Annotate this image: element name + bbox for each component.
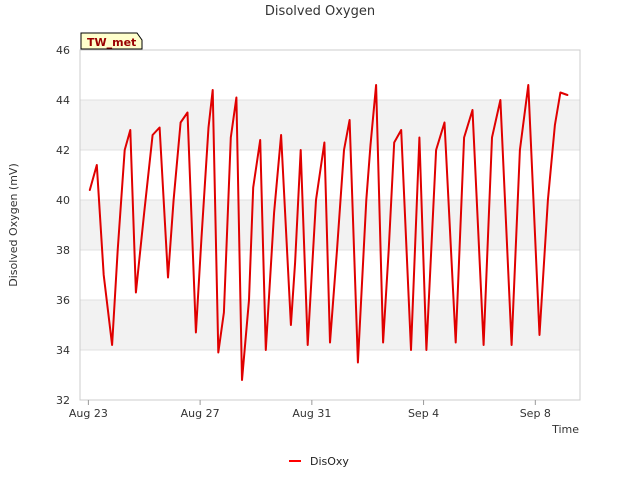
chart-title: Disolved Oxygen bbox=[265, 4, 375, 19]
y-tick-label-32: 32 bbox=[56, 394, 70, 407]
x-tick-label-1: Aug 27 bbox=[181, 407, 220, 420]
y-tick-label-34: 34 bbox=[56, 344, 70, 357]
series-lines bbox=[88, 84, 569, 381]
x-tick-label-3: Sep 4 bbox=[408, 407, 439, 420]
y-tick-label-38: 38 bbox=[56, 244, 70, 257]
x-axis-label: Time bbox=[551, 423, 579, 436]
y-tick-label-42: 42 bbox=[56, 144, 70, 157]
x-tick-label-0: Aug 23 bbox=[69, 407, 108, 420]
x-tick-label-2: Aug 31 bbox=[292, 407, 331, 420]
site-label: TW_met bbox=[87, 36, 136, 49]
x-axis-ticks: Aug 23 Aug 27 Aug 31 Sep 4 Sep 8 bbox=[69, 400, 551, 420]
x-tick-label-4: Sep 8 bbox=[520, 407, 551, 420]
series-line-disoxy bbox=[88, 84, 569, 381]
band-42 bbox=[80, 100, 580, 150]
plot-frame bbox=[79, 49, 581, 401]
y-tick-label-46: 46 bbox=[56, 44, 70, 57]
y-axis-label: Disolved Oxygen (mV) bbox=[7, 163, 20, 287]
y-tick-label-40: 40 bbox=[56, 194, 70, 207]
y-tick-label-44: 44 bbox=[56, 94, 70, 107]
legend-label-disoxy: DisOxy bbox=[310, 455, 349, 468]
y-axis-ticks: 32 34 36 38 40 42 44 46 bbox=[56, 44, 70, 407]
site-label-badge: TW_met bbox=[80, 32, 143, 50]
legend: DisOxy bbox=[289, 455, 349, 468]
y-tick-label-36: 36 bbox=[56, 294, 70, 307]
